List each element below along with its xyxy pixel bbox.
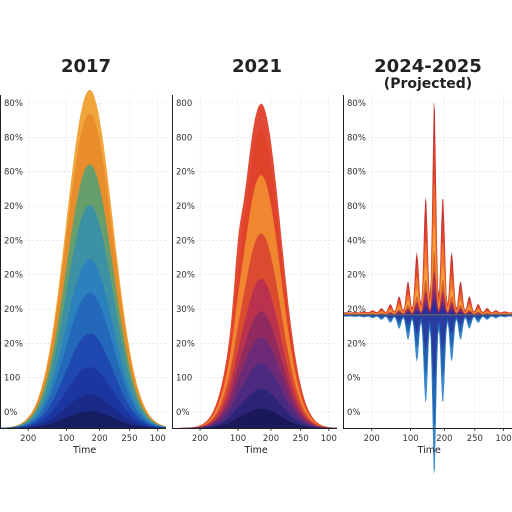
y-tick-label: 20% [347, 339, 366, 349]
x-tick-label: 200 [192, 434, 208, 444]
x-axis-label: Time [244, 445, 268, 456]
panel-2021: 2021 [232, 56, 282, 77]
x-tick-label: 100 [402, 434, 418, 444]
panel-subtitle-projected: (Projected) [384, 76, 472, 92]
panel-title-2021: 2021 [232, 56, 282, 77]
y-tick-label: 800 [176, 99, 192, 109]
x-axis-label: Time [72, 445, 96, 456]
x-axis-label: Time [417, 445, 441, 456]
y-tick-label: 80% [347, 168, 366, 178]
y-tick-label: 0% [347, 374, 361, 384]
x-tick-label: 100 [58, 434, 74, 444]
y-tick-label: 80% [347, 202, 366, 212]
y-tick-label: 40% [347, 236, 366, 246]
y-tick-label: 20% [176, 236, 195, 246]
y-tick-label: 20% [176, 271, 195, 281]
x-tick-label: 100 [150, 434, 166, 444]
y-tick-label: 80% [4, 168, 23, 178]
x-tick-label: 250 [293, 434, 309, 444]
y-tick-label: 0% [347, 408, 361, 418]
y-tick-label: 80% [347, 99, 366, 109]
plot-area-2: 0% 0% 20% 20% 20% 40% 80% 80% 80% 80% 200 100 200 250… [343, 95, 512, 475]
x-tick-label: 200 [20, 434, 36, 444]
panel-2024-2025: 2024-2025 (Projected) [374, 56, 482, 92]
panel-title-2024-2025: 2024-2025 [374, 56, 482, 77]
x-tick-label: 100 [495, 434, 511, 444]
series-area [172, 389, 337, 428]
y-tick-label: 80% [347, 133, 366, 143]
x-tick-label: 200 [436, 434, 452, 444]
plot-area-0: 0% 100 20% 20% 20% 20% 20% 80% 80% 80% 200 100 200 25… [0, 90, 166, 456]
x-tick-label: 250 [121, 434, 137, 444]
series-area [0, 411, 166, 428]
x-tick-label: 200 [364, 434, 380, 444]
y-tick-label: 20% [4, 271, 23, 281]
y-tick-label: 20% [176, 339, 195, 349]
x-tick-label: 100 [230, 434, 246, 444]
panel-2017: 2017 [61, 56, 111, 77]
series-area [343, 306, 512, 315]
y-tick-label: 20% [347, 305, 366, 315]
y-tick-label: 100 [176, 374, 192, 384]
y-tick-label: 20% [176, 168, 195, 178]
y-tick-label: 20% [4, 339, 23, 349]
x-tick-label: 200 [91, 434, 107, 444]
y-tick-label: 800 [176, 133, 192, 143]
y-tick-label: 20% [4, 236, 23, 246]
y-tick-label: 100 [4, 374, 20, 384]
plot-area-1: 0% 100 20% 30% 20% 20% 20% 20% 800 800 200 100 200 25… [172, 95, 337, 456]
y-tick-label: 80% [4, 99, 23, 109]
x-tick-label: 200 [263, 434, 279, 444]
y-tick-label: 20% [4, 305, 23, 315]
panel-title-2017: 2017 [61, 56, 111, 77]
y-tick-label: 20% [4, 202, 23, 212]
y-tick-label: 20% [176, 202, 195, 212]
y-tick-label: 20% [347, 271, 366, 281]
y-tick-label: 30% [176, 305, 195, 315]
y-tick-label: 0% [4, 408, 18, 418]
series-area [172, 408, 337, 428]
y-tick-label: 80% [4, 133, 23, 143]
series-area [0, 394, 166, 428]
x-tick-label: 250 [467, 434, 483, 444]
series-area-below [343, 314, 512, 379]
x-tick-label: 100 [321, 434, 337, 444]
plot-layer: 0% 100 20% 20% 20% 20% 20% 80% 80% 80% 200 100 200 25… [0, 90, 512, 475]
y-tick-label: 0% [176, 408, 190, 418]
